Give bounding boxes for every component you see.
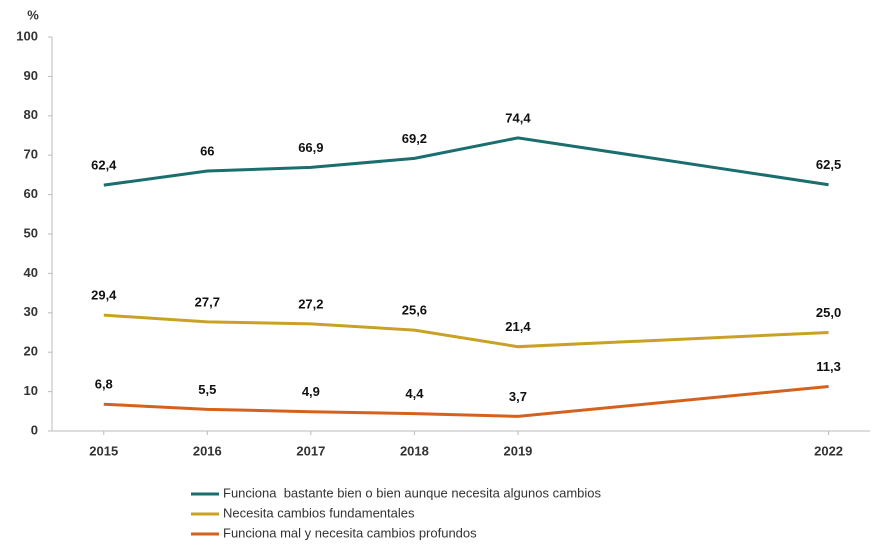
y-tick-label: 80 [24,107,38,122]
data-label: 74,4 [505,110,531,125]
x-tick-label: 2018 [400,443,429,458]
data-label: 4,9 [302,384,320,399]
data-label: 11,3 [816,359,841,374]
legend-label: Necesita cambios fundamentales [223,505,415,520]
data-label: 6,8 [95,377,113,392]
x-tick-label: 2016 [193,443,222,458]
data-label: 69,2 [402,131,427,146]
series-line [103,384,829,418]
legend-label: Funciona mal y necesita cambios profundo… [223,525,477,540]
y-tick-label: 20 [24,344,38,359]
y-tick-label: 0 [31,422,38,437]
series-line [103,136,829,187]
y-tick-label: 90 [24,68,38,83]
y-tick-label: 100 [16,28,38,43]
y-tick-label: 50 [24,225,38,240]
y-tick-label: 60 [24,186,38,201]
data-label: 5,5 [198,382,216,397]
data-label: 27,7 [195,294,220,309]
legend-label: Funciona bastante bien o bien aunque nec… [223,485,601,500]
data-label: 29,4 [91,288,117,303]
y-tick-label: 30 [24,304,38,319]
data-label: 21,4 [505,319,531,334]
y-tick-label: 70 [24,147,38,162]
data-label: 66 [200,143,214,158]
data-label: 3,7 [509,389,527,404]
data-label: 4,4 [405,386,424,401]
data-label: 62,5 [816,157,841,172]
data-label: 25,0 [816,305,841,320]
y-tick-label: 40 [24,265,38,280]
y-axis-label: % [27,7,39,22]
x-tick-label: 2015 [89,443,118,458]
data-label: 27,2 [298,296,323,311]
data-label: 62,4 [91,158,117,173]
x-tick-label: 2019 [503,443,532,458]
x-tick-label: 2022 [814,443,843,458]
x-tick-label: 2017 [296,443,325,458]
data-label: 25,6 [402,303,427,318]
y-tick-label: 10 [24,383,38,398]
series-line [103,313,829,349]
data-label: 66,9 [298,140,323,155]
